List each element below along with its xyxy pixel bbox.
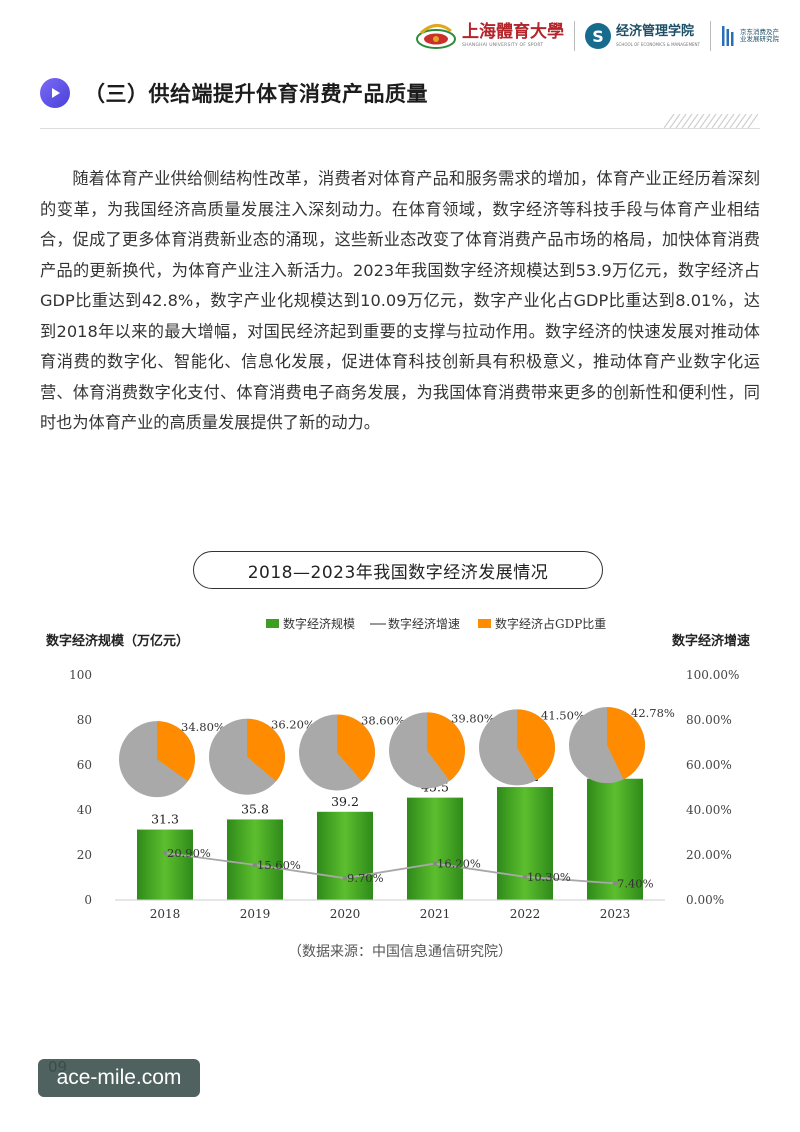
gdp-share-label: 39.80% (451, 711, 495, 725)
institute-stripes-icon (722, 26, 734, 46)
chart-title: 2018—2023年我国数字经济发展情况 (193, 551, 603, 589)
header-logos: 上海體育大學 SHANGHAI UNIVERSITY OF SPORT S 经济… (415, 16, 782, 56)
bar-2021 (407, 797, 463, 900)
right-axis-title: 数字经济增速 (672, 633, 750, 649)
gdp-share-label: 36.20% (271, 718, 315, 732)
growth-rate-label: 15.60% (257, 858, 301, 872)
x-tick-label: 2020 (330, 907, 361, 921)
growth-rate-label: 20.90% (167, 846, 211, 860)
growth-rate-point (162, 850, 168, 856)
gdp-share-pie-slice (517, 709, 555, 781)
gdp-share-label: 34.80% (181, 720, 225, 734)
bar-value-label: 35.8 (241, 801, 269, 816)
right-tick-label: 0.00% (686, 893, 724, 907)
bar-2018 (137, 829, 193, 900)
bar-value-label: 31.3 (151, 812, 179, 827)
legend-label-bars: 数字经济规模 (283, 616, 355, 631)
left-tick-label: 100 (69, 668, 92, 682)
school-name-en: SCHOOL OF ECONOMICS & MANAGEMENT (616, 41, 700, 47)
x-tick-label: 2022 (510, 907, 541, 921)
right-tick-label: 100.00% (686, 668, 739, 682)
left-tick-label: 0 (84, 893, 92, 907)
x-tick-label: 2018 (150, 907, 181, 921)
school-badge-icon: S (585, 23, 612, 49)
x-tick-label: 2023 (600, 907, 631, 921)
growth-rate-label: 16.20% (437, 857, 481, 871)
bar-value-label: 39.2 (331, 794, 359, 809)
right-tick-label: 40.00% (686, 803, 732, 817)
university-name: 上海體育大學 (462, 22, 565, 42)
gdp-share-pie-slice (607, 707, 646, 780)
watermark: ace-mile.com (38, 1059, 200, 1097)
data-source: （数据来源：中国信息通信研究院） (288, 944, 512, 960)
growth-rate-label: 9.70% (347, 871, 384, 885)
legend-swatch-share (478, 619, 491, 628)
right-tick-label: 80.00% (686, 713, 732, 727)
legend-label-line: 数字经济增速 (388, 616, 460, 631)
hatch-decoration (664, 114, 758, 128)
bar-2019 (227, 819, 283, 900)
logo-divider (710, 21, 711, 51)
x-tick-label: 2019 (240, 907, 271, 921)
gdp-share-label: 38.60% (361, 714, 405, 728)
play-icon (40, 78, 70, 108)
bar-2022 (497, 787, 553, 900)
growth-rate-point (342, 875, 348, 881)
gdp-share-label: 41.50% (541, 708, 585, 722)
gdp-share-pie-slice (247, 718, 285, 782)
growth-rate-label: 7.40% (617, 876, 654, 890)
university-name-en: SHANGHAI UNIVERSITY OF SPORT (462, 43, 544, 48)
growth-rate-point (522, 874, 528, 880)
left-tick-label: 20 (77, 848, 92, 862)
university-emblem-icon (416, 24, 457, 49)
left-tick-label: 80 (77, 713, 92, 727)
legend-swatch-bars (266, 619, 279, 628)
heading-divider (40, 128, 760, 129)
section-title: （三）供给端提升体育消费产品质量 (84, 82, 428, 106)
gdp-share-pie-slice (157, 721, 195, 782)
body-paragraph: 随着体育产业供给侧结构性改革，消费者对体育产品和服务需求的增加，体育产业正经历着… (40, 169, 760, 432)
growth-rate-point (252, 862, 258, 868)
bar-2023 (587, 778, 643, 900)
university-logo: 上海體育大學 SHANGHAI UNIVERSITY OF SPORT (415, 21, 564, 51)
institute-logo: 京东消费及产业发展研究院 (721, 24, 782, 48)
logo-divider (574, 21, 576, 51)
right-tick-label: 60.00% (686, 758, 732, 772)
gdp-share-label: 42.78% (631, 706, 675, 720)
gdp-share-pie-slice (337, 714, 375, 782)
left-tick-label: 40 (77, 803, 92, 817)
growth-rate-line (164, 852, 616, 885)
institute-name: 京东消费及产业发展研究院 (740, 27, 779, 43)
legend-label-share: 数字经济占GDP比重 (495, 616, 606, 631)
x-tick-label: 2021 (420, 907, 451, 921)
school-name: 经济管理学院 (616, 24, 695, 40)
growth-rate-point (612, 881, 618, 886)
bar-2020 (317, 811, 373, 900)
growth-rate-point (432, 861, 438, 866)
growth-rate-label: 10.30% (527, 870, 571, 884)
section-heading: （三）供给端提升体育消费产品质量 (40, 78, 428, 108)
left-axis-title: 数字经济规模（万亿元） (46, 633, 189, 649)
left-tick-label: 60 (77, 758, 92, 772)
right-tick-label: 20.00% (686, 848, 732, 862)
gdp-share-pie-slice (427, 712, 465, 781)
school-logo: S 经济管理学院 SCHOOL OF ECONOMICS & MANAGEMEN… (585, 23, 700, 49)
